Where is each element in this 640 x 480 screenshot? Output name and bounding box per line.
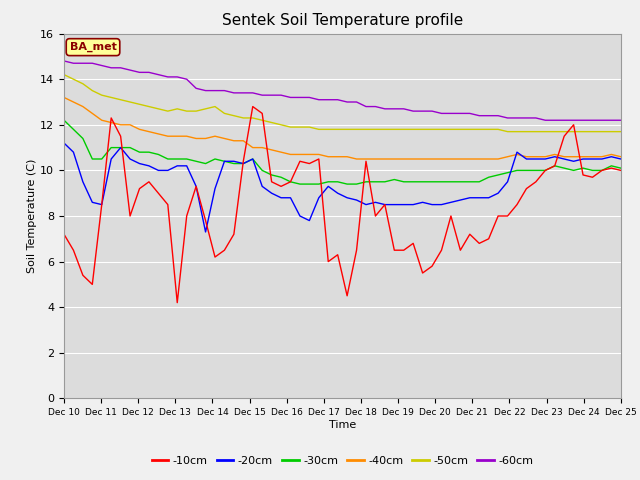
-40cm <box>353 156 360 162</box>
-20cm <box>60 140 68 146</box>
Legend: -10cm, -20cm, -30cm, -40cm, -50cm, -60cm: -10cm, -20cm, -30cm, -40cm, -50cm, -60cm <box>147 451 538 470</box>
-20cm <box>249 156 257 162</box>
-60cm <box>410 108 417 114</box>
-10cm <box>617 168 625 173</box>
Line: -60cm: -60cm <box>64 61 621 120</box>
-30cm <box>60 118 68 123</box>
-60cm <box>60 58 68 64</box>
-60cm <box>249 90 257 96</box>
-10cm <box>259 110 266 116</box>
-10cm <box>211 254 219 260</box>
Line: -50cm: -50cm <box>64 74 621 132</box>
-20cm <box>259 183 266 189</box>
Line: -20cm: -20cm <box>64 143 621 232</box>
-40cm <box>239 138 247 144</box>
-40cm <box>221 135 228 141</box>
-60cm <box>202 88 209 94</box>
-50cm <box>60 72 68 77</box>
-30cm <box>296 181 304 187</box>
Y-axis label: Soil Temperature (C): Soil Temperature (C) <box>28 159 37 273</box>
-60cm <box>541 118 549 123</box>
-10cm <box>249 104 257 109</box>
Line: -30cm: -30cm <box>64 120 621 184</box>
-50cm <box>504 129 511 134</box>
-20cm <box>230 158 237 164</box>
-40cm <box>617 154 625 159</box>
-50cm <box>249 115 257 121</box>
-40cm <box>60 95 68 100</box>
-50cm <box>239 115 247 121</box>
-20cm <box>419 200 426 205</box>
-10cm <box>230 231 237 237</box>
-10cm <box>173 300 181 305</box>
-40cm <box>154 131 162 137</box>
-30cm <box>202 161 209 167</box>
-20cm <box>154 168 162 173</box>
-60cm <box>221 88 228 94</box>
Title: Sentek Soil Temperature profile: Sentek Soil Temperature profile <box>222 13 463 28</box>
-50cm <box>202 106 209 112</box>
-50cm <box>221 110 228 116</box>
-30cm <box>419 179 426 185</box>
-40cm <box>202 135 209 141</box>
-30cm <box>239 161 247 167</box>
-10cm <box>428 263 436 269</box>
-40cm <box>419 156 426 162</box>
-30cm <box>249 156 257 162</box>
-10cm <box>154 190 162 196</box>
Line: -10cm: -10cm <box>64 107 621 302</box>
-20cm <box>202 229 209 235</box>
-60cm <box>154 72 162 77</box>
X-axis label: Time: Time <box>329 420 356 430</box>
-60cm <box>617 118 625 123</box>
-30cm <box>154 152 162 157</box>
Text: BA_met: BA_met <box>70 42 116 52</box>
-60cm <box>239 90 247 96</box>
-10cm <box>60 231 68 237</box>
-50cm <box>410 126 417 132</box>
Line: -40cm: -40cm <box>64 97 621 159</box>
-30cm <box>617 165 625 171</box>
-50cm <box>154 106 162 112</box>
-20cm <box>211 186 219 192</box>
-50cm <box>617 129 625 134</box>
-10cm <box>268 179 275 185</box>
-30cm <box>221 158 228 164</box>
-40cm <box>249 144 257 150</box>
-20cm <box>617 156 625 162</box>
